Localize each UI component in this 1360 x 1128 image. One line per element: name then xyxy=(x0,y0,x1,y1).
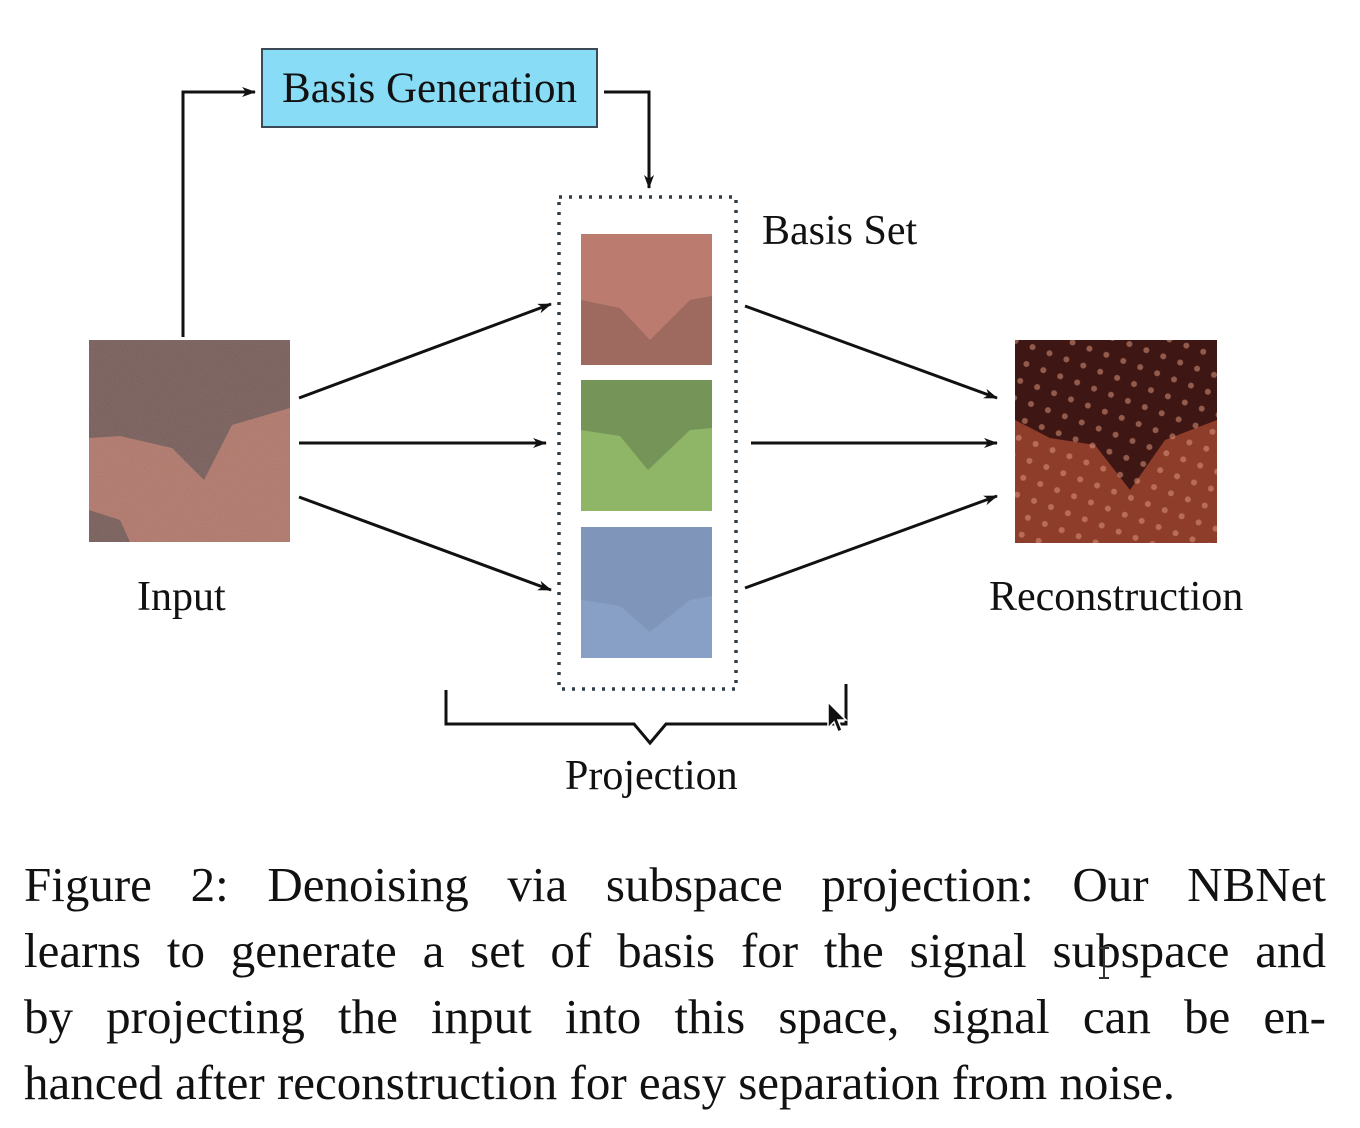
caption-line: learns to generate a set of basis for th… xyxy=(24,923,1326,978)
blue-to-reconstruction-arrow xyxy=(744,494,998,590)
red-to-reconstruction-arrow xyxy=(744,304,998,400)
projection-label: Projection xyxy=(565,753,738,799)
input-label: Input xyxy=(137,574,226,620)
basis-green-image xyxy=(581,380,712,511)
input-image xyxy=(89,340,290,542)
basis-set-border xyxy=(557,195,738,691)
basis-generation-to-basis-set-arrow xyxy=(604,90,654,189)
basis-generation-label: Basis Generation xyxy=(282,64,577,112)
input-to-red-arrow xyxy=(298,302,552,400)
basis-blue-image xyxy=(581,527,712,658)
input-to-blue-arrow xyxy=(298,495,552,592)
basis-red-image xyxy=(581,234,712,365)
text-cursor-icon xyxy=(1099,947,1109,979)
figure-diagram: Basis Generation Basis Set Input Reconst… xyxy=(89,48,1244,799)
mouse-pointer-icon xyxy=(827,700,848,734)
input-to-basis-generation-arrow xyxy=(181,87,256,337)
caption-line: hanced after reconstruction for easy sep… xyxy=(24,1055,1176,1110)
caption-line: Figure 2: Denoising via subspace project… xyxy=(24,857,1326,912)
figure-caption: Figure 2: Denoising via subspace project… xyxy=(24,852,1326,1116)
basis-set-label: Basis Set xyxy=(762,208,918,254)
caption-line: by projecting the input into this space,… xyxy=(24,989,1326,1044)
reconstruction-image xyxy=(1015,340,1217,543)
reconstruction-label: Reconstruction xyxy=(989,574,1244,620)
diagram-canvas xyxy=(89,87,1217,746)
projection-brace xyxy=(444,684,848,746)
basis-generation-box: Basis Generation xyxy=(261,48,598,128)
